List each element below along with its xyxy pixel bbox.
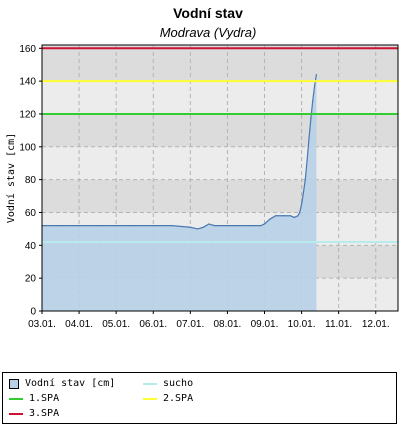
chart-subtitle: Modrava (Vydra) [160,25,257,40]
x-tick-label: 12.01. [362,319,390,330]
data-point [304,179,306,181]
data-point [269,218,271,220]
data-point [282,215,284,217]
data-point [310,118,312,120]
reference-lines [42,47,398,244]
plot-band [42,113,398,147]
y-tick-label: 0 [30,307,36,318]
x-axis: 03.01. 04.01. 05.01. 06.01. 07.01. 08.01. 09.0… [28,311,390,330]
data-point [208,223,210,225]
x-tick-label: 09.01. [251,319,279,330]
data-point [115,225,117,227]
plot-frame [41,44,399,312]
data-point [263,223,266,225]
data-point [237,225,240,227]
plot-band [42,81,398,114]
y-tick-label: 40 [25,241,37,252]
plot-band [42,146,398,180]
data-point [300,203,303,205]
x-tick-label: 11.01. [325,319,352,330]
data-point [78,225,80,227]
data-point [171,225,173,227]
x-tick-label: 07.01. [176,319,204,330]
legend-item-water-level: Vodní stav [cm] [9,378,115,389]
data-point [299,211,301,214]
legend-swatch [143,382,157,385]
legend-swatch [9,412,23,415]
legend-item-1spa: 1.SPA [9,393,59,404]
data-point [308,137,310,140]
data-point [260,225,262,227]
data-point [306,159,308,161]
legend-item-3spa: 3.SPA [9,408,59,419]
x-tick-label: 06.01. [139,319,167,330]
legend-item-2spa: 2.SPA [143,393,193,404]
data-point [249,225,251,227]
y-tick-label: 140 [19,77,36,88]
legend-label: 2.SPA [163,393,194,404]
data-point [97,225,99,227]
plot-band [42,48,398,82]
legend-swatch [9,397,23,400]
legend: Vodní stav [cm] sucho 1.SPA 2.SPA 3.SPA [2,372,397,424]
y-tick-label: 100 [19,142,36,153]
data-point [293,216,295,219]
legend-label: sucho [163,378,194,389]
data-point [289,215,292,217]
chart-title: Vodní stav [173,5,243,21]
legend-label: Vodní stav [cm] [25,378,116,389]
legend-swatch [143,397,157,400]
y-tick-label: 80 [25,175,37,186]
data-point [202,226,204,228]
data-point [302,192,305,194]
y-axis-label: Vodní stav [cm] [5,133,17,223]
data-point [312,100,314,102]
y-tick-label: 120 [19,109,36,120]
x-tick-label: 10.01. [288,319,316,330]
x-tick-label: 04.01. [65,319,93,330]
x-tick-label: 08.01. [214,319,242,330]
x-tick-label: 03.01. [28,319,56,330]
legend-item-sucho: sucho [143,378,193,389]
y-tick-label: 20 [25,274,37,285]
legend-swatch [9,378,19,389]
data-point [134,225,136,227]
x-tick-label: 05.01. [102,319,130,330]
water-level-chart: Vodní stav Modrava (Vydra) 0 20 40 60 80 100 1… [5,5,399,330]
data-point [213,225,216,227]
data-point [152,225,154,227]
data-point [313,85,316,87]
legend-label: 3.SPA [29,408,60,419]
data-point [219,225,221,227]
series-area-fill [42,74,317,311]
data-point [189,226,191,228]
plot-band [42,179,398,213]
y-axis: 0 20 40 60 80 100 120 140 160 [19,44,42,318]
series-area [41,73,318,311]
data-point [297,215,299,217]
data-point [275,215,277,217]
legend-label: 1.SPA [29,393,60,404]
data-point [59,225,62,227]
plot-band [42,45,398,49]
data-point [226,225,229,227]
data-point [315,73,318,76]
y-tick-label: 160 [19,44,36,55]
y-tick-label: 60 [25,208,37,219]
data-point [197,228,199,230]
